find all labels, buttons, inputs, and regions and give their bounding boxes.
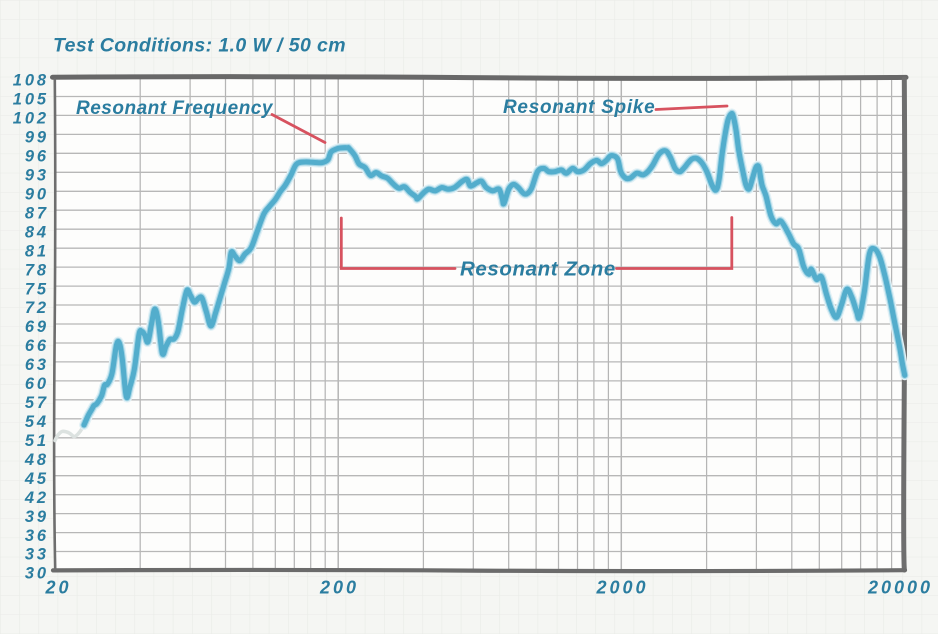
svg-text:78: 78 [25,261,49,279]
svg-text:93: 93 [25,167,49,185]
svg-text:45: 45 [24,470,49,488]
svg-text:42: 42 [24,489,49,507]
svg-text:105: 105 [13,91,49,109]
svg-text:90: 90 [25,186,49,204]
svg-text:20: 20 [44,578,71,598]
svg-text:84: 84 [25,223,49,241]
svg-text:33: 33 [25,546,49,564]
svg-text:54: 54 [25,413,49,431]
svg-text:36: 36 [25,527,49,545]
svg-text:Resonant Frequency: Resonant Frequency [76,98,274,119]
svg-text:60: 60 [25,375,49,393]
svg-text:96: 96 [25,148,49,166]
svg-text:Resonant Spike: Resonant Spike [503,97,655,118]
svg-text:63: 63 [25,356,49,374]
svg-text:200: 200 [319,578,359,598]
svg-text:75: 75 [25,280,49,298]
svg-text:66: 66 [25,337,49,355]
svg-text:20000: 20000 [867,578,933,598]
svg-text:51: 51 [25,432,49,450]
svg-text:39: 39 [25,508,49,526]
svg-text:72: 72 [25,299,49,317]
svg-text:87: 87 [25,204,49,222]
svg-text:69: 69 [25,318,49,336]
svg-text:99: 99 [25,129,49,147]
svg-text:30: 30 [25,565,49,583]
svg-text:108: 108 [13,72,49,90]
svg-text:Test Conditions: 1.0 W / 50 cm: Test Conditions: 1.0 W / 50 cm [53,35,346,57]
svg-text:81: 81 [25,242,49,260]
svg-text:102: 102 [13,110,49,128]
svg-text:57: 57 [25,394,49,412]
svg-text:Resonant Zone: Resonant Zone [460,258,616,281]
svg-text:2000: 2000 [595,578,648,598]
svg-text:48: 48 [24,451,49,469]
